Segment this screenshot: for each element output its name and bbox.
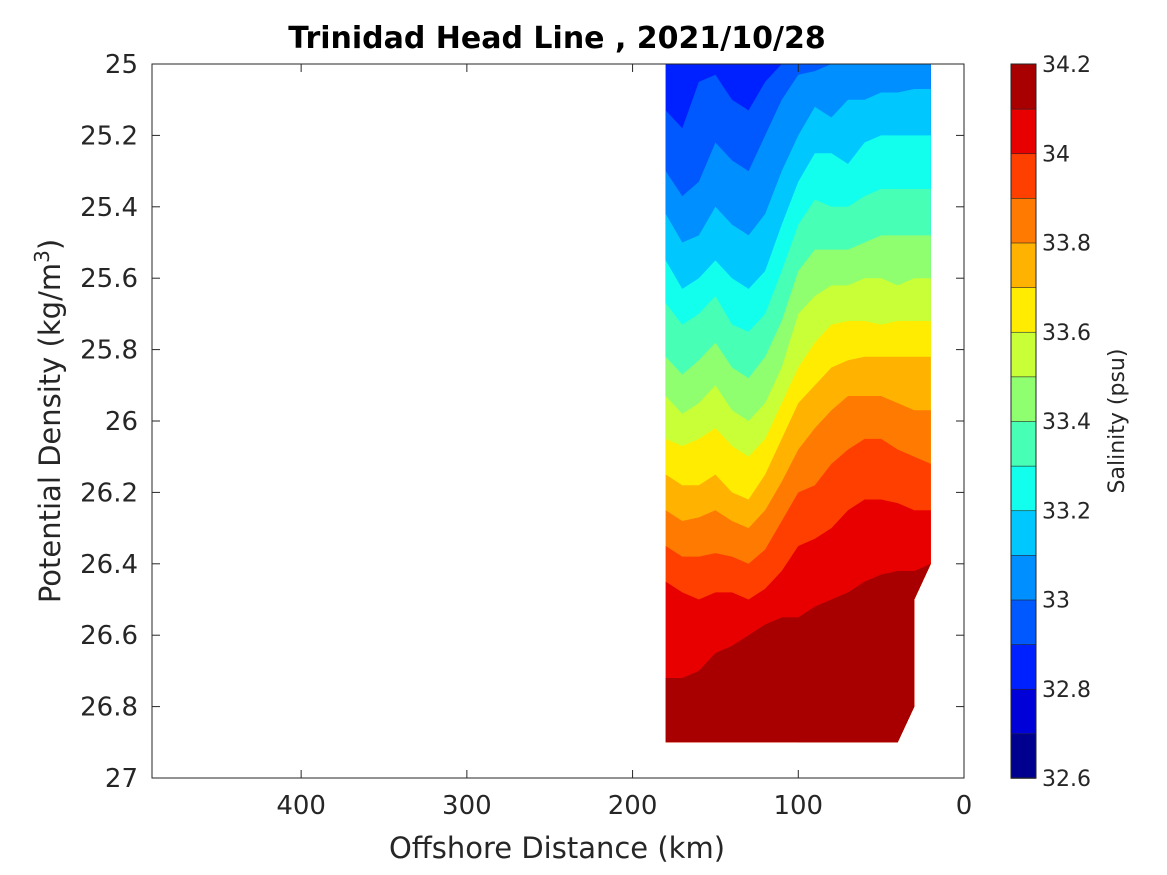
y-tick-label: 25.2 [80, 121, 138, 151]
y-axis-label: Potential Density (kg/m3) [30, 239, 67, 603]
colorbar-label: Salinity (psu) [1105, 349, 1130, 494]
x-tick-label: 200 [608, 791, 658, 821]
y-tick-label: 25 [105, 50, 138, 80]
x-tick-label: 300 [442, 791, 492, 821]
colorbar-swatch [1010, 554, 1037, 601]
colorbar-swatch [1010, 152, 1037, 199]
colorbar-swatch [1010, 286, 1037, 333]
colorbar-swatch [1010, 733, 1037, 779]
y-tick-label: 26 [105, 407, 138, 437]
colorbar-swatch [1010, 420, 1037, 467]
colorbar-tick-label: 33.2 [1042, 499, 1091, 524]
colorbar-tick-label: 34.2 [1042, 53, 1091, 78]
colorbar-swatch [1010, 509, 1037, 556]
colorbar-swatch [1010, 643, 1037, 690]
colorbar-tick-label: 34 [1042, 142, 1070, 167]
colorbar-tick-label: 33.8 [1042, 232, 1091, 257]
y-tick-label: 25.4 [80, 193, 138, 223]
chart-title: Trinidad Head Line , 2021/10/28 [288, 21, 825, 56]
colorbar-swatch [1010, 242, 1037, 288]
colorbar-tick-label: 33 [1042, 589, 1070, 614]
x-tick-label: 400 [276, 791, 326, 821]
y-tick-label: 25.8 [80, 336, 138, 366]
colorbar [1010, 63, 1037, 779]
contour-band [665, 563, 931, 743]
colorbar-swatch [1010, 376, 1037, 422]
y-axis-ticks: 25 25.2 25.4 25.6 25.8 26 26.2 26.4 26.6 26.8 27 [80, 50, 964, 794]
colorbar-swatch [1010, 331, 1037, 378]
y-tick-label: 26.4 [80, 550, 138, 580]
colorbar-frame [1010, 63, 1037, 779]
colorbar-ticks: 34.2 34 33.8 33.6 33.4 33.2 33 32.8 32.6 [1042, 53, 1091, 792]
y-tick-label: 26.2 [80, 478, 138, 508]
colorbar-tick-label: 33.4 [1042, 410, 1091, 435]
colorbar-swatch [1010, 108, 1037, 155]
y-tick-label: 26.8 [80, 693, 138, 723]
colorbar-tick-label: 32.6 [1042, 767, 1091, 792]
x-tick-label: 0 [956, 791, 973, 821]
y-tick-label: 26.6 [80, 621, 138, 651]
contour-fill-layer [665, 64, 931, 743]
y-tick-label: 25.6 [80, 264, 138, 294]
colorbar-tick-label: 32.8 [1042, 678, 1091, 703]
colorbar-swatch [1010, 688, 1037, 735]
x-axis-ticks: 400 300 200 100 0 [276, 64, 972, 821]
colorbar-swatch [1010, 63, 1037, 110]
colorbar-swatch [1010, 465, 1037, 512]
colorbar-tick-label: 33.6 [1042, 321, 1091, 346]
x-tick-label: 100 [773, 791, 823, 821]
colorbar-swatch [1010, 599, 1037, 645]
colorbar-swatch [1010, 197, 1037, 244]
x-axis-label: Offshore Distance (km) [389, 831, 725, 865]
y-tick-label: 27 [105, 764, 138, 794]
